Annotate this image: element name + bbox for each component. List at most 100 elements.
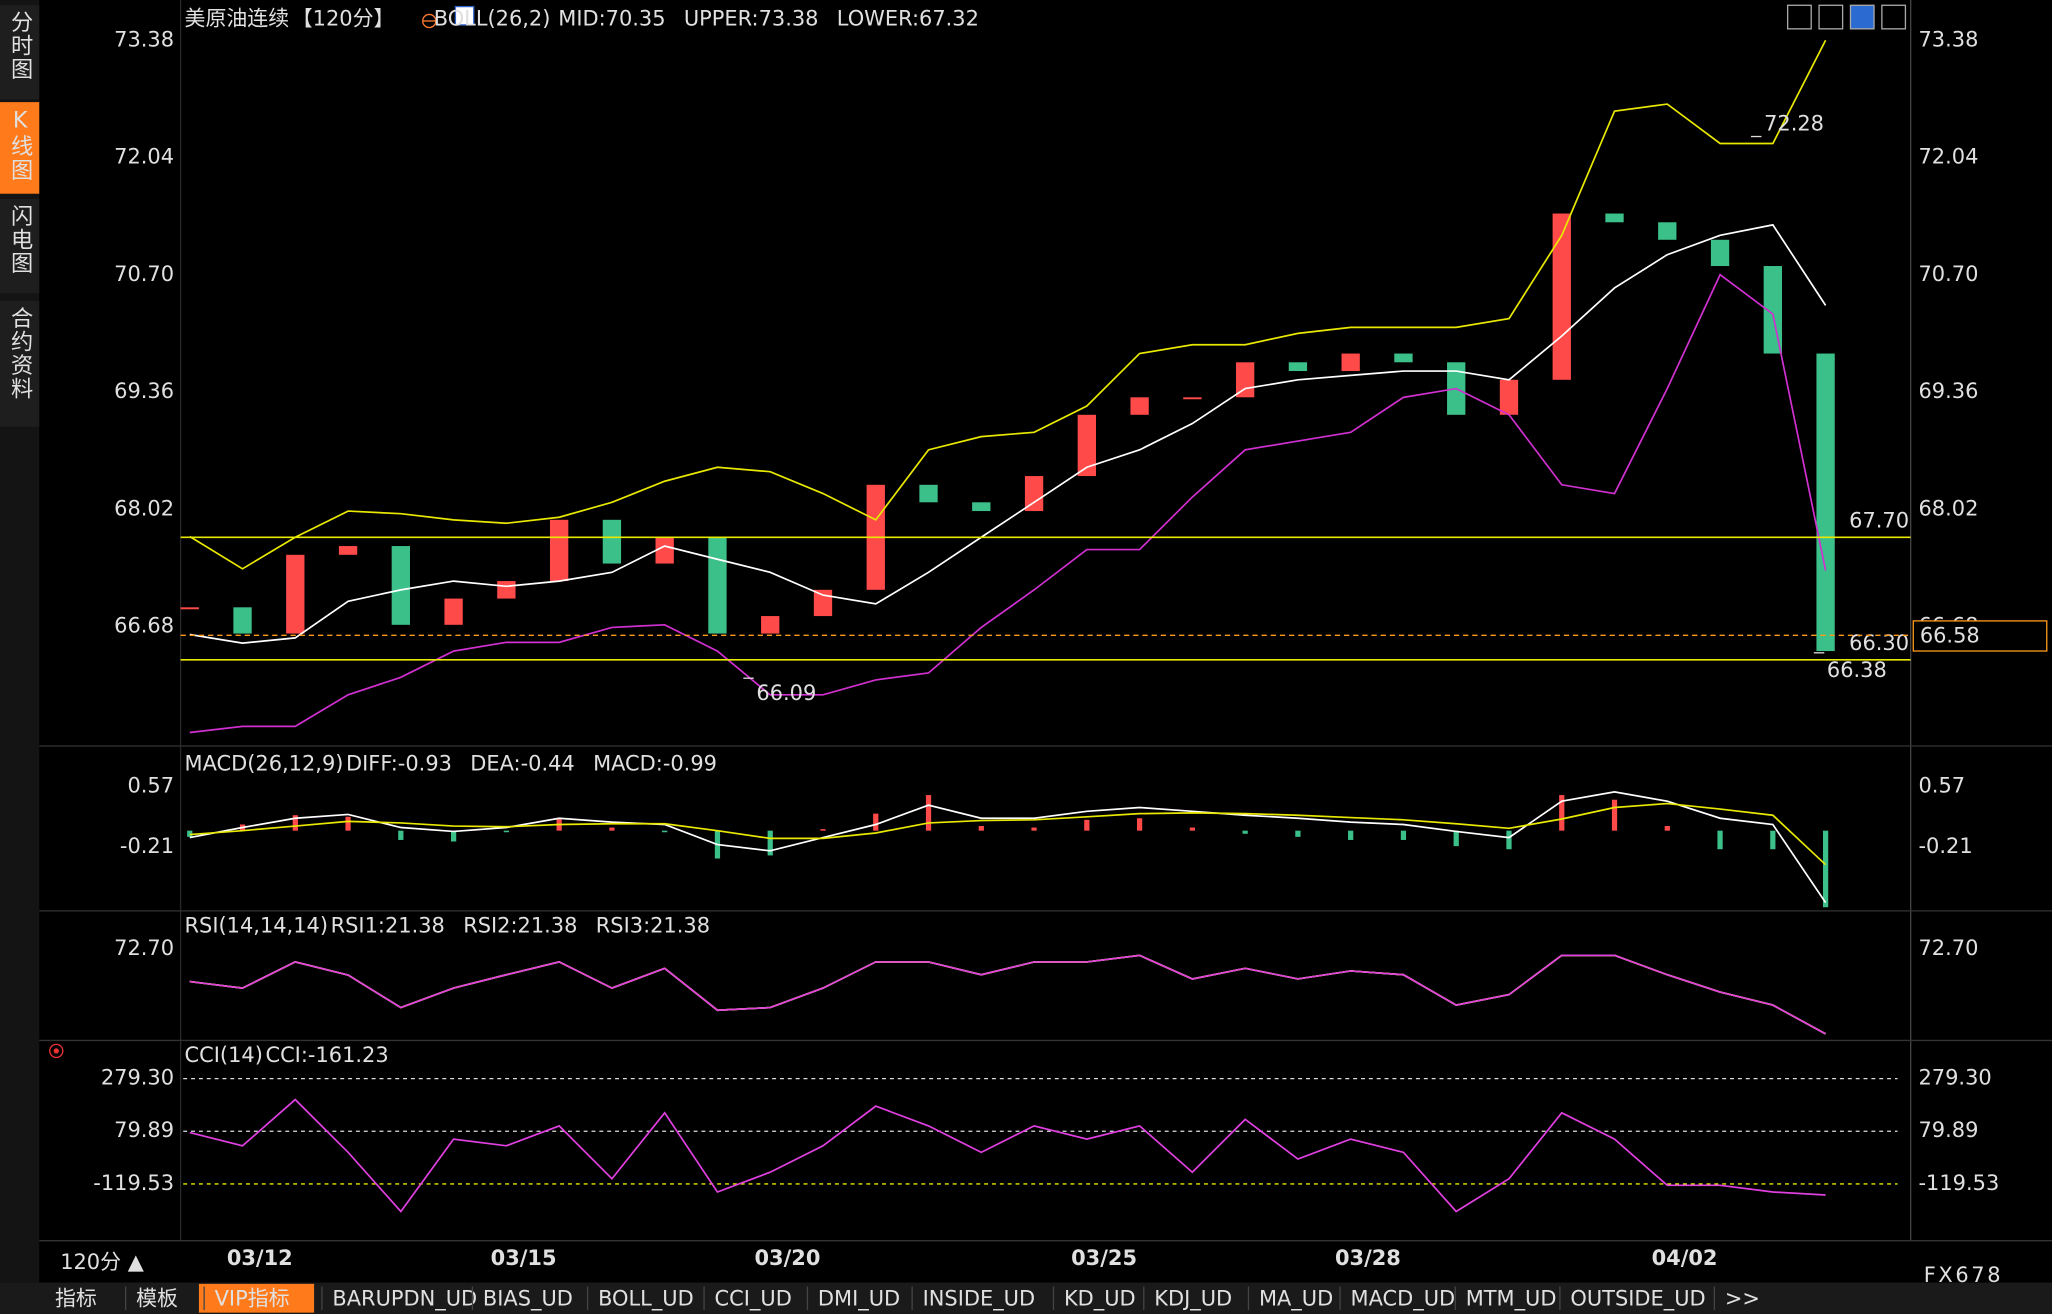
- boll-line: [189, 223, 1827, 644]
- candle: [1552, 213, 1571, 380]
- macd-bar: [292, 815, 298, 831]
- y-tick-label: 279.30: [101, 1066, 174, 1090]
- legend-entry: UPPER:73.38: [684, 7, 819, 31]
- tool-icon[interactable]: [1818, 4, 1844, 30]
- brand: FX678: [1924, 1263, 2003, 1287]
- candle: [497, 581, 516, 599]
- sidebar-tab[interactable]: [0, 5, 40, 100]
- y-tick-label: -0.21: [120, 834, 174, 858]
- bottom-tab[interactable]: KD_UD: [1064, 1287, 1136, 1312]
- period-indicator[interactable]: 120分 ▲: [60, 1250, 145, 1274]
- macd-bar: [1400, 830, 1407, 840]
- bottom-tab[interactable]: 模板: [136, 1287, 178, 1311]
- macd-bar: [662, 830, 668, 833]
- y-tick-label-right: 70.70: [1919, 262, 1979, 286]
- bottom-tab[interactable]: VIP指标: [215, 1287, 290, 1311]
- bottom-tab[interactable]: BOLL_UD: [598, 1287, 694, 1312]
- macd-bar: [1295, 830, 1301, 837]
- bottom-tab[interactable]: DMI_UD: [818, 1287, 900, 1312]
- sidebar-tab-label[interactable]: 分时图: [7, 10, 33, 81]
- macd-bar: [1084, 819, 1090, 831]
- macd-bar: [767, 830, 773, 856]
- candle: [655, 537, 674, 564]
- x-tick-label: 03/25: [1071, 1246, 1137, 1270]
- bottom-tab[interactable]: MTM_UD: [1466, 1287, 1557, 1312]
- candle: [1077, 414, 1096, 477]
- y-tick-label-right: 72.04: [1919, 145, 1979, 169]
- legend-entry: RSI1:21.38: [331, 914, 445, 938]
- legend-entry: MID:70.35: [558, 7, 665, 31]
- alert-icon[interactable]: [49, 1043, 64, 1059]
- bottom-tab[interactable]: INSIDE_UD: [923, 1287, 1035, 1312]
- tool-icon[interactable]: [1849, 4, 1875, 30]
- y-tick-label-right: 79.89: [1919, 1118, 1979, 1142]
- candle: [233, 607, 252, 634]
- sidebar-tab[interactable]: [0, 102, 40, 194]
- y-tick-label-right: 0.57: [1919, 774, 1966, 798]
- bottom-tab[interactable]: 指标: [55, 1287, 97, 1311]
- macd-line: [189, 802, 1827, 866]
- level-label: 66.30: [1849, 631, 1909, 655]
- candle: [549, 519, 569, 582]
- candle: [1710, 239, 1730, 267]
- macd-bar: [1664, 826, 1670, 831]
- y-tick-label-right: 69.36: [1919, 379, 1979, 403]
- tool-icon[interactable]: [1881, 4, 1907, 30]
- indicator-line: [189, 1098, 1826, 1213]
- macd-bar: [345, 816, 351, 831]
- macd-bar: [873, 813, 879, 831]
- x-tick-label: 04/02: [1652, 1246, 1718, 1270]
- y-tick-label: 0.57: [127, 774, 174, 798]
- y-tick-label-right: 68.02: [1919, 496, 1979, 520]
- legend-entry: MACD:-0.99: [593, 751, 717, 775]
- y-tick-label: 69.36: [114, 379, 174, 403]
- bottom-tab[interactable]: MA_UD: [1259, 1287, 1333, 1312]
- candle: [286, 554, 305, 634]
- y-tick-label: 70.70: [114, 262, 174, 286]
- macd-bar: [1242, 830, 1248, 834]
- candle: [1341, 353, 1360, 372]
- macd-bar: [1822, 830, 1829, 908]
- bottom-tab[interactable]: MACD_UD: [1351, 1287, 1456, 1312]
- y-tick-label-right: 73.38: [1919, 27, 1979, 51]
- legend-entry: BOLL(26,2): [434, 7, 551, 31]
- tool-icon[interactable]: [1786, 4, 1812, 30]
- sidebar-tab-label[interactable]: 闪电图: [7, 204, 33, 275]
- macd-bar: [1453, 830, 1459, 847]
- y-tick-label: 72.70: [114, 936, 174, 960]
- legend-entry: DEA:-0.44: [470, 751, 574, 775]
- bottom-tab[interactable]: BIAS_UD: [483, 1287, 573, 1312]
- macd-bar: [1189, 827, 1195, 831]
- candle: [1130, 397, 1149, 415]
- bottom-tab[interactable]: BARUPDN_UD: [332, 1287, 477, 1312]
- bottom-tab[interactable]: KDJ_UD: [1154, 1287, 1232, 1312]
- sidebar-tab[interactable]: [0, 301, 40, 427]
- candle: [338, 546, 358, 555]
- candle: [1183, 397, 1202, 400]
- x-tick-label: 03/15: [491, 1246, 557, 1270]
- legend-entry: 美原油连续: [185, 7, 290, 31]
- bottom-tab[interactable]: OUTSIDE_UD: [1570, 1287, 1705, 1312]
- annotation: 66.38: [1827, 658, 1887, 682]
- sidebar-tab[interactable]: [0, 198, 40, 294]
- candle: [1763, 266, 1782, 354]
- tab-active-bg: [198, 1283, 315, 1313]
- macd-bar: [398, 830, 404, 840]
- candle: [1816, 353, 1835, 652]
- candle: [972, 502, 991, 512]
- toolbar-icons: [1786, 4, 1907, 30]
- macd-bar: [1506, 830, 1512, 850]
- bottom-tab[interactable]: CCI_UD: [715, 1287, 792, 1312]
- macd-bar: [1031, 827, 1037, 831]
- y-tick-label: 72.04: [114, 145, 174, 169]
- macd-bar: [1717, 830, 1723, 850]
- bottom-tab[interactable]: >>: [1725, 1287, 1760, 1311]
- sidebar-tab-label[interactable]: K线图: [7, 107, 33, 181]
- candle: [1605, 213, 1624, 223]
- y-tick-label: 73.38: [114, 27, 174, 51]
- indicator-icon[interactable]: [454, 5, 475, 26]
- candle: [1288, 362, 1308, 372]
- sidebar-tab-label[interactable]: 合约资料: [7, 306, 33, 401]
- candle: [813, 589, 833, 617]
